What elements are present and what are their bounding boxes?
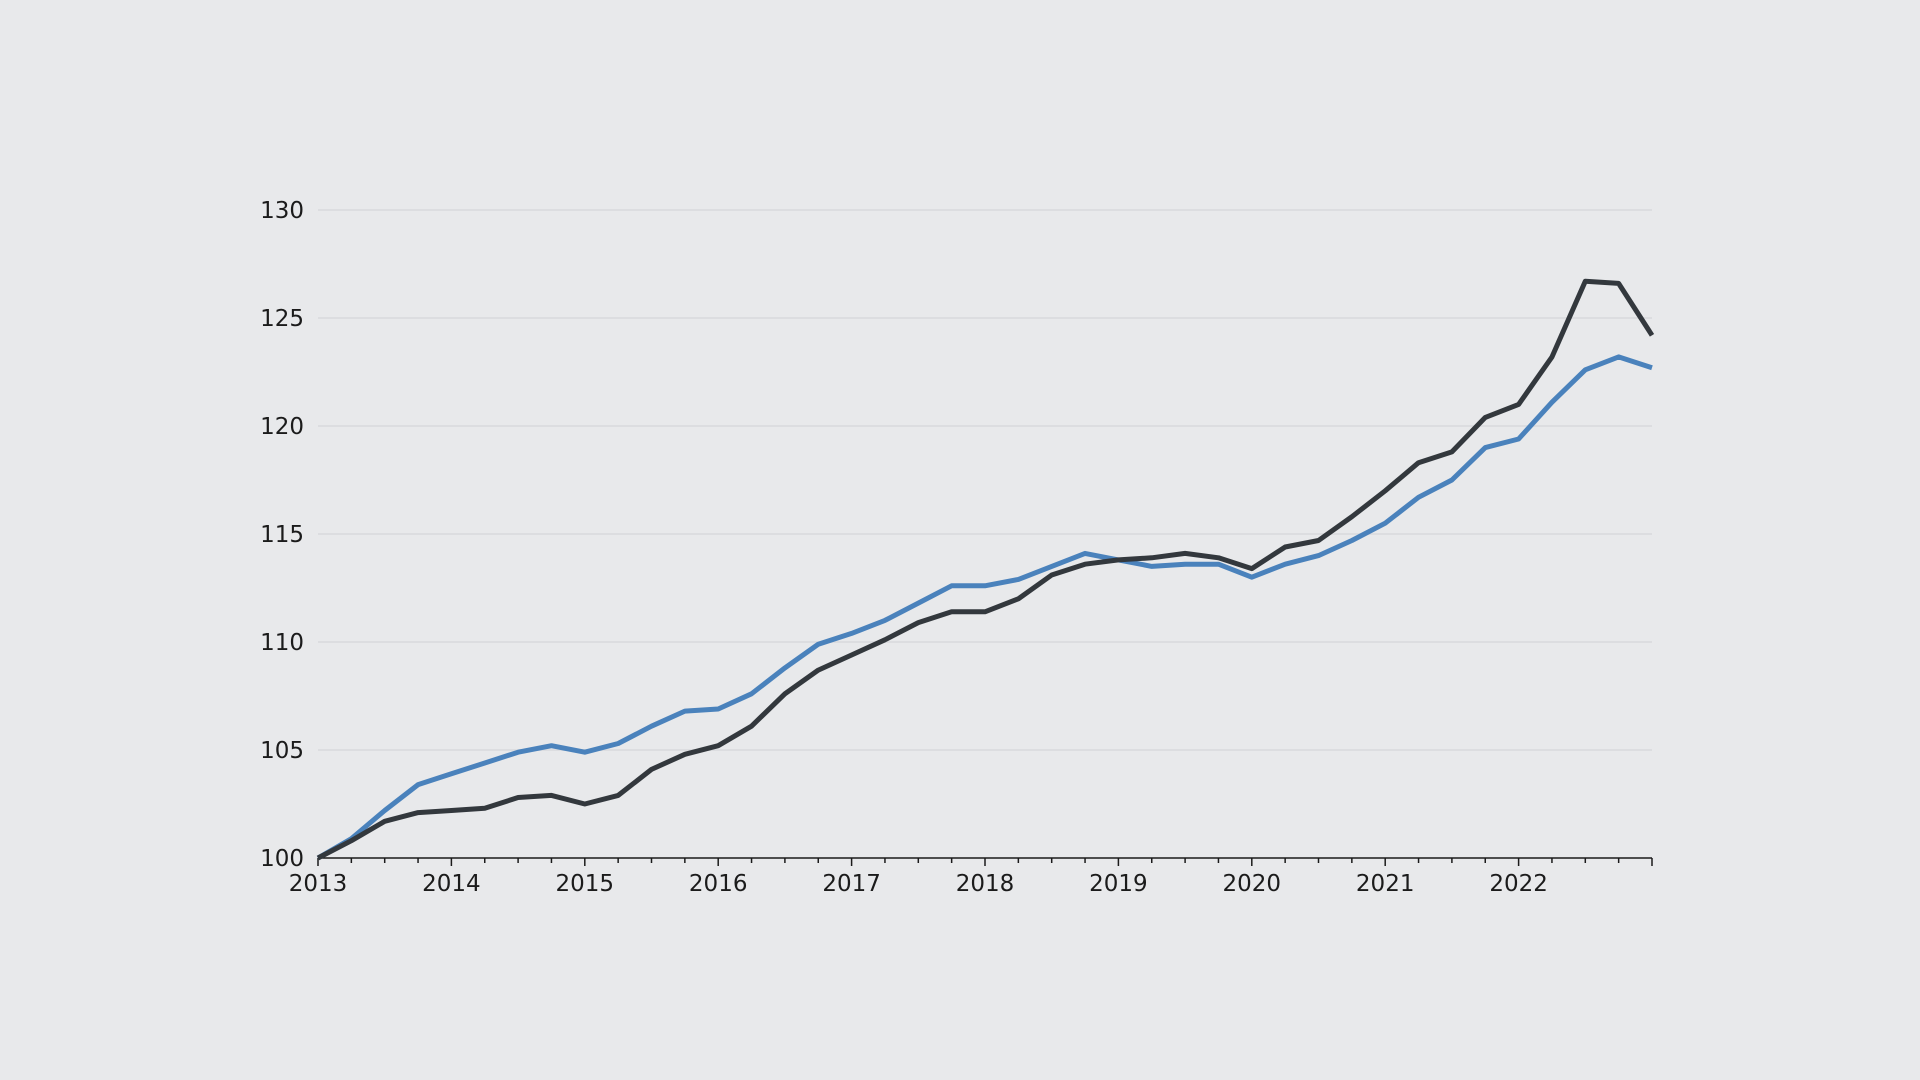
y-tick-label: 105	[260, 738, 304, 764]
x-tick-label: 2021	[1356, 871, 1415, 897]
series-line-1	[316, 354, 1653, 861]
y-tick-label: 100	[260, 846, 304, 872]
tick-labels: 100 105 110 115 120 125 130 2013 2014 2015 2016 201…	[260, 198, 1548, 897]
series-line-2	[316, 278, 1655, 861]
x-tick-label: 2020	[1223, 871, 1282, 897]
y-tick-label: 120	[260, 414, 304, 440]
x-tick-label: 2017	[822, 871, 881, 897]
x-tick-label: 2019	[1089, 871, 1148, 897]
axes	[317, 857, 1653, 866]
y-tick-label: 110	[260, 630, 304, 656]
x-tick-label: 2016	[689, 871, 748, 897]
x-tick-label: 2018	[956, 871, 1015, 897]
x-tick-label: 2014	[422, 871, 481, 897]
x-tick-label: 2022	[1489, 871, 1548, 897]
y-tick-label: 115	[260, 522, 304, 548]
series-lines	[316, 278, 1655, 861]
gridlines	[318, 209, 1652, 751]
x-tick-label: 2013	[289, 871, 348, 897]
x-tick-label: 2015	[556, 871, 615, 897]
y-tick-label: 130	[260, 198, 304, 224]
y-tick-label: 125	[260, 306, 304, 332]
